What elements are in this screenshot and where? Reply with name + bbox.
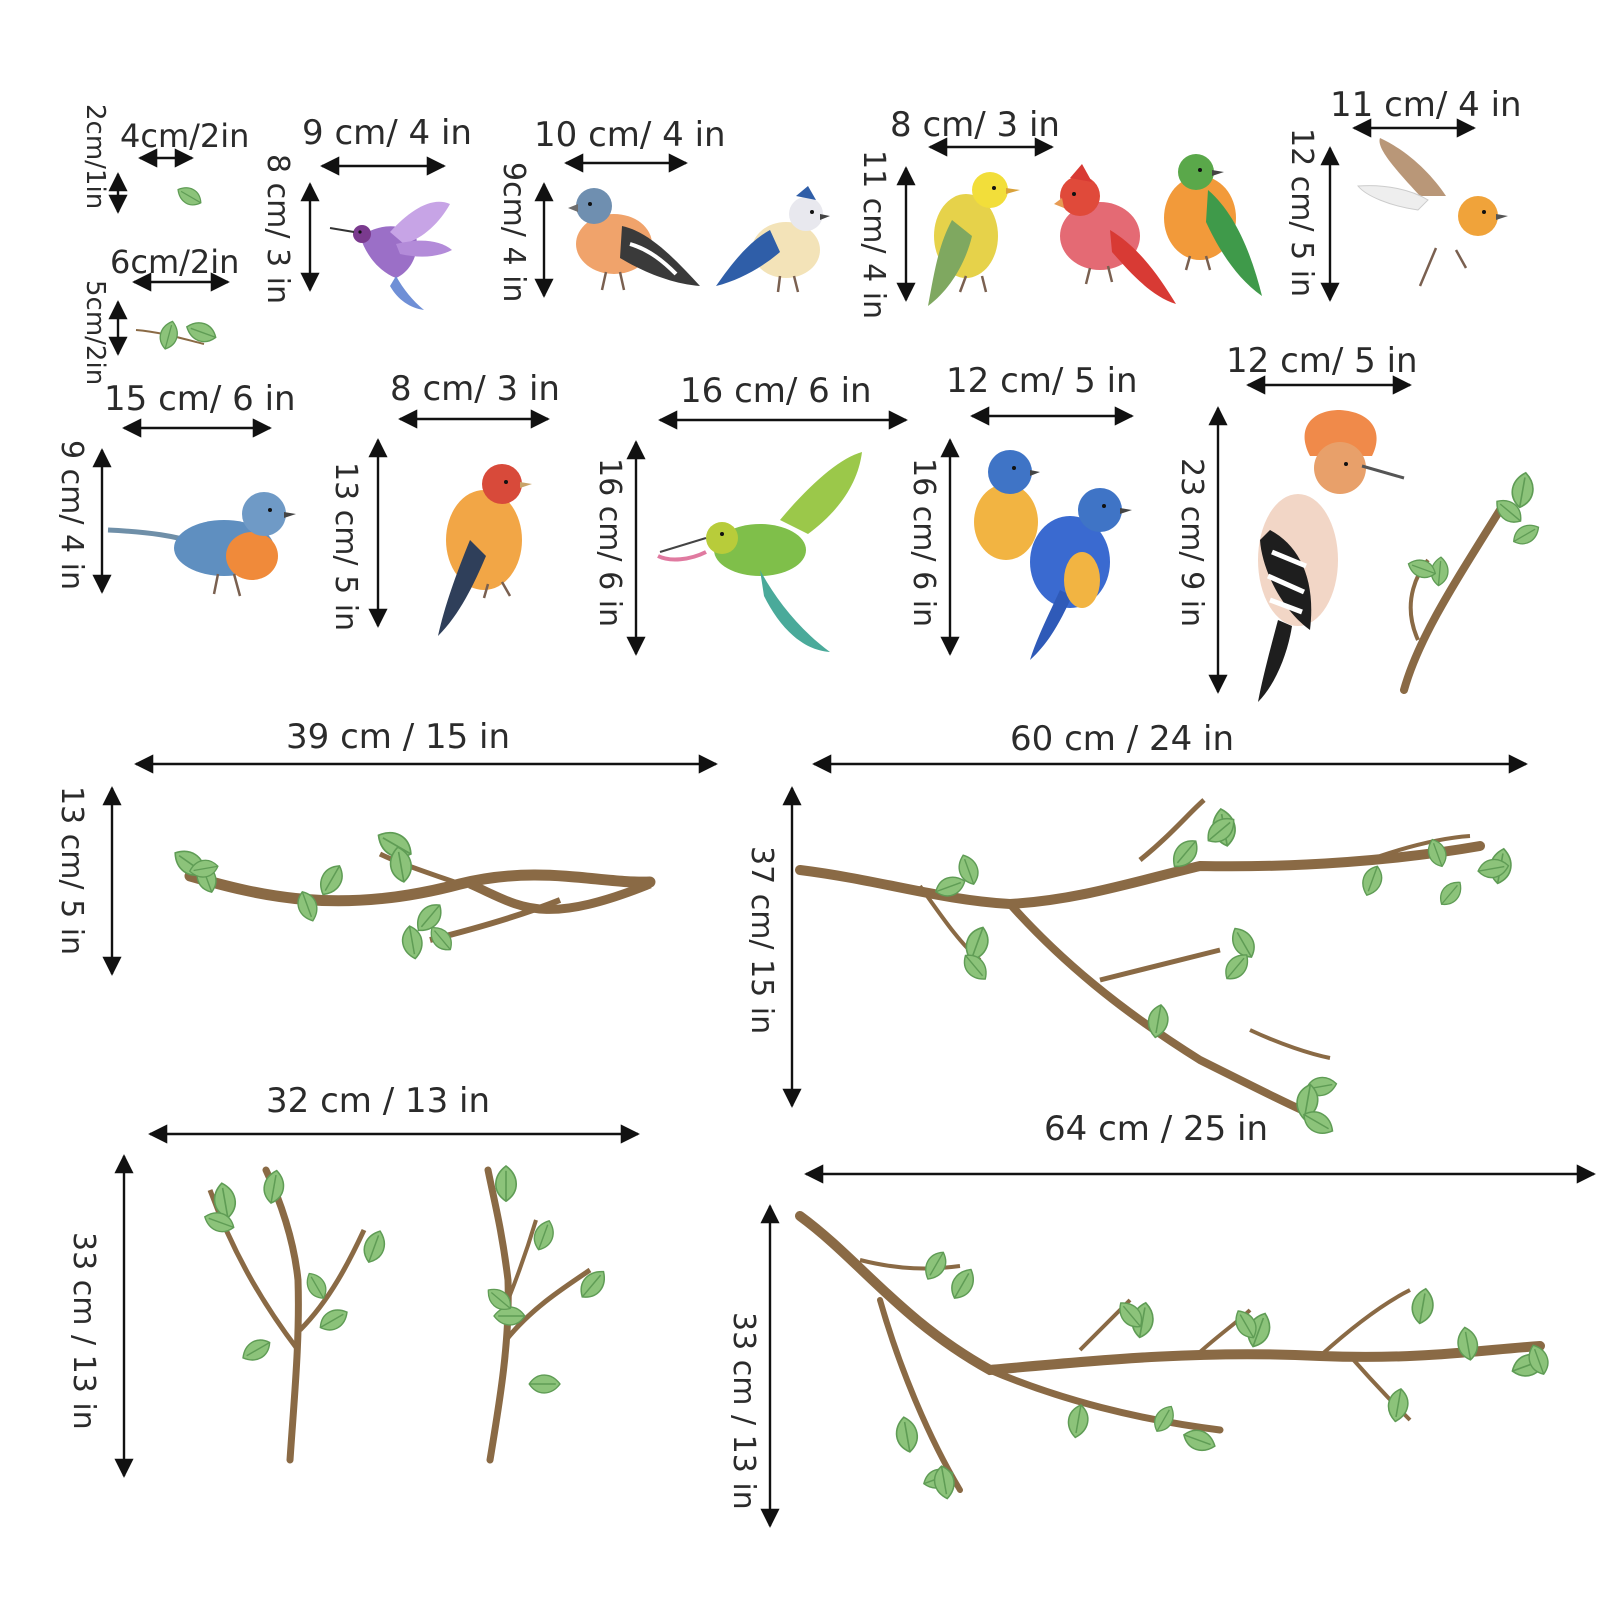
flying-robin-height-label: 12 cm/ 5 in: [1284, 128, 1319, 298]
trio-width-label: 8 cm/ 3 in: [890, 105, 1060, 145]
bluebirds-width-label: 12 cm/ 5 in: [946, 361, 1138, 401]
twigs-height-label: 33 cm / 13 in: [66, 1232, 101, 1430]
twig-pair-sticker: [201, 1165, 612, 1464]
goldfinch-width-label: 8 cm/ 3 in: [390, 369, 560, 409]
bluebirds-height-label: 16 cm/ 6 in: [906, 458, 941, 628]
robin-height-label: 9 cm/ 4 in: [54, 440, 89, 590]
branch-2-height-label: 37 cm/ 15 in: [744, 846, 779, 1035]
small-twig-sticker: [1400, 470, 1544, 694]
leaf-small-width-label: 4cm/2in: [120, 117, 250, 155]
bee-eater-height-label: 16 cm/ 6 in: [592, 458, 627, 628]
branch-1-height-label: 13 cm/ 5 in: [54, 786, 89, 956]
leaf-pair-height-label: 5cm/2in: [80, 280, 110, 386]
dimension-arrows: [92, 118, 1596, 1528]
hoopoe-height-label: 23 cm/ 9 in: [1174, 458, 1209, 628]
branch-2-width-label: 60 cm / 24 in: [1010, 719, 1235, 759]
bluebirds-sticker: [974, 450, 1132, 660]
blue-tit-sticker: [716, 186, 830, 293]
branch-1-width-label: 39 cm / 15 in: [286, 717, 511, 757]
branch-3-height-label: 33 cm / 13 in: [726, 1312, 761, 1510]
flying-robin-sticker: [1357, 138, 1508, 287]
hummingbird-sticker: [329, 201, 452, 310]
flying-robin-width-label: 11 cm/ 4 in: [1330, 85, 1522, 125]
leaf-small-sticker: [173, 182, 206, 211]
hummingbird-height-label: 8 cm/ 3 in: [260, 154, 295, 304]
leaf-pair-width-label: 6cm/2in: [110, 243, 240, 281]
branch-3-width-label: 64 cm / 25 in: [1044, 1109, 1269, 1149]
leaf-pair-sticker: [135, 317, 220, 352]
yellow-bird-sticker: [928, 172, 1020, 306]
branch-1-sticker: [168, 825, 656, 962]
hoopoe-sticker: [1258, 410, 1405, 702]
finch-pair-height-label: 9cm/ 4 in: [496, 162, 531, 303]
branch-3-sticker: [795, 1211, 1553, 1502]
chaffinch-sticker: [568, 188, 700, 291]
goldfinch-height-label: 13 cm/ 5 in: [328, 462, 363, 632]
goldfinch-sticker: [438, 464, 532, 636]
hummingbird-width-label: 9 cm/ 4 in: [302, 113, 472, 153]
branch-2-sticker: [795, 798, 1515, 1141]
robin-width-label: 15 cm/ 6 in: [104, 379, 296, 419]
bee-eater-sticker: [657, 452, 862, 652]
twigs-width-label: 32 cm / 13 in: [266, 1081, 491, 1121]
trio-height-label: 11 cm/ 4 in: [856, 150, 891, 320]
tanager-sticker: [1164, 154, 1262, 296]
robin-sticker: [107, 492, 296, 597]
hoopoe-width-label: 12 cm/ 5 in: [1226, 341, 1418, 381]
leaf-small-height-label: 2cm/1in: [80, 104, 110, 210]
bee-eater-width-label: 16 cm/ 6 in: [680, 371, 872, 411]
cardinal-sticker: [1054, 164, 1176, 304]
finch-pair-width-label: 10 cm/ 4 in: [534, 115, 726, 155]
